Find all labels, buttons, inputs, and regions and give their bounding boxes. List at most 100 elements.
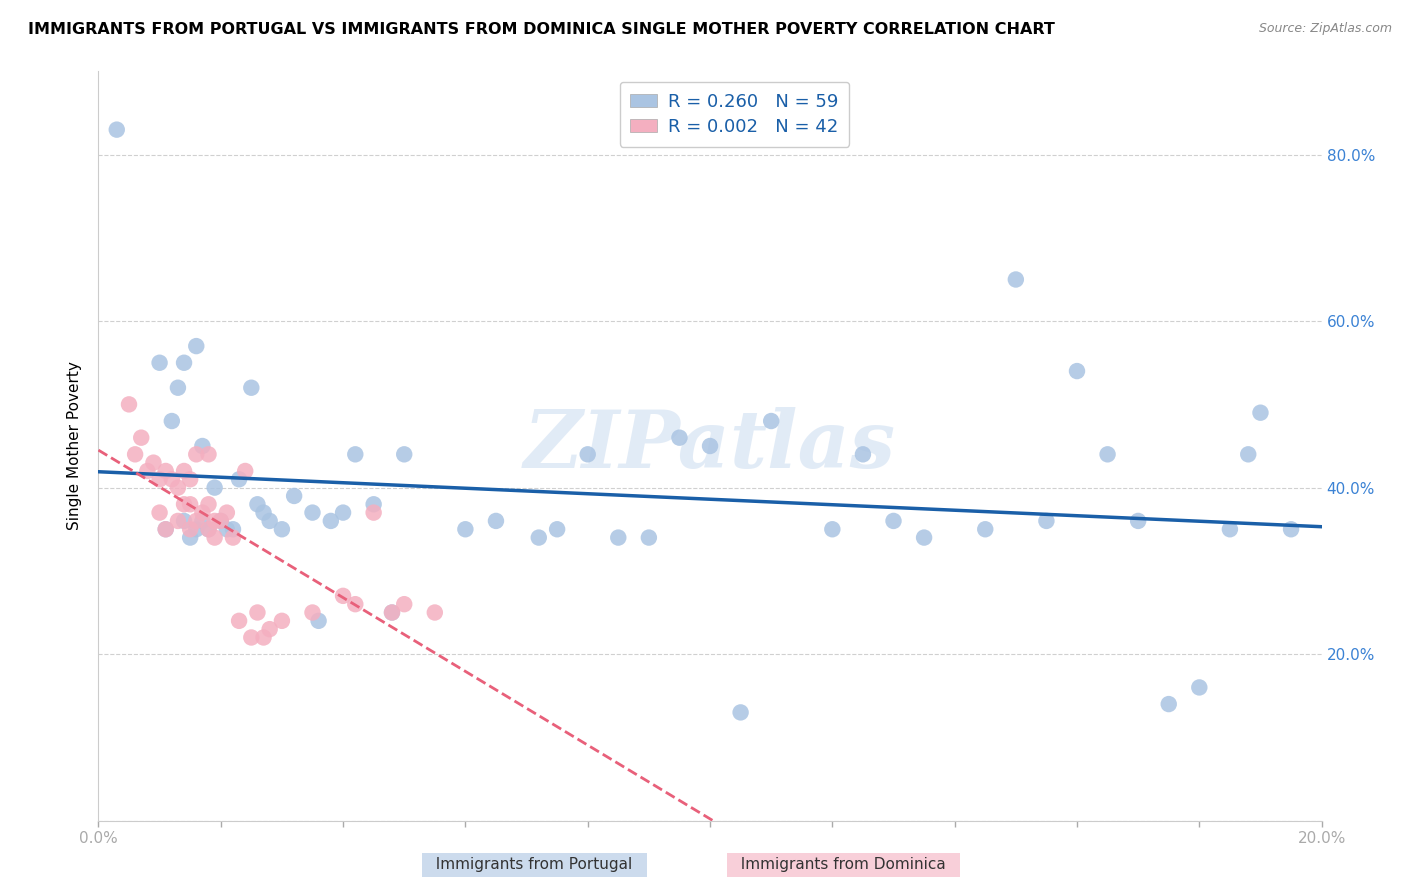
Point [270,614,292,628]
Point [912,531,935,545]
Point [246,497,269,511]
Point [301,606,323,620]
Point [167,381,190,395]
Point [1066,364,1088,378]
Point [228,472,250,486]
Point [204,514,226,528]
Point [1237,447,1260,461]
Point [160,472,183,486]
Point [730,706,752,720]
Point [222,522,245,536]
Point [392,597,416,611]
Point [173,356,195,370]
Point [186,514,208,528]
Point [485,514,508,528]
Point [197,522,219,536]
Point [233,464,256,478]
Point [149,356,172,370]
Point [1128,514,1150,528]
Point [191,514,214,528]
Point [252,631,274,645]
Point [883,514,905,528]
Point [1157,697,1180,711]
Point [228,614,250,628]
Point [363,506,385,520]
Point [852,447,875,461]
Point [197,497,219,511]
Y-axis label: Single Mother Poverty: Single Mother Poverty [67,361,83,531]
Point [204,481,226,495]
Point [155,464,177,478]
Point [240,381,263,395]
Point [215,522,238,536]
Point [308,614,330,628]
Point [186,447,208,461]
Point [332,506,354,520]
Text: Source: ZipAtlas.com: Source: ZipAtlas.com [1258,22,1392,36]
Point [454,522,477,536]
Point [142,456,165,470]
Point [204,531,226,545]
Point [1219,522,1241,536]
Point [332,589,354,603]
Point [173,514,195,528]
Point [246,606,269,620]
Point [576,447,599,461]
Point [344,597,367,611]
Point [381,606,404,620]
Point [381,606,404,620]
Point [668,431,690,445]
Point [759,414,782,428]
Point [173,497,195,511]
Point [423,606,446,620]
Point [1279,522,1302,536]
Point [344,447,367,461]
Point [699,439,721,453]
Point [179,472,201,486]
Point [209,514,232,528]
Point [215,506,238,520]
Point [149,506,172,520]
Point [179,531,201,545]
Point [124,447,146,461]
Point [179,522,201,536]
Point [155,522,177,536]
Point [105,122,128,136]
Point [1188,681,1211,695]
Point [160,414,183,428]
Text: Immigrants from Portugal: Immigrants from Portugal [426,857,643,872]
Point [821,522,844,536]
Point [179,497,201,511]
Point [363,497,385,511]
Point [118,397,141,411]
Point [186,522,208,536]
Point [209,514,232,528]
Point [155,522,177,536]
Point [1097,447,1119,461]
Point [392,447,416,461]
Legend: R = 0.260   N = 59, R = 0.002   N = 42: R = 0.260 N = 59, R = 0.002 N = 42 [620,82,849,147]
Point [319,514,342,528]
Point [167,481,190,495]
Point [637,531,661,545]
Point [259,514,281,528]
Text: ZIPatlas: ZIPatlas [524,408,896,484]
Point [197,522,219,536]
Point [259,622,281,636]
Point [270,522,292,536]
Point [186,339,208,353]
Text: Immigrants from Dominica: Immigrants from Dominica [731,857,956,872]
Point [191,439,214,453]
Text: IMMIGRANTS FROM PORTUGAL VS IMMIGRANTS FROM DOMINICA SINGLE MOTHER POVERTY CORRE: IMMIGRANTS FROM PORTUGAL VS IMMIGRANTS F… [28,22,1054,37]
Point [607,531,630,545]
Point [129,431,152,445]
Point [1004,272,1026,286]
Point [1249,406,1271,420]
Point [301,506,323,520]
Point [240,631,263,645]
Point [1035,514,1057,528]
Point [546,522,568,536]
Point [527,531,550,545]
Point [173,464,195,478]
Point [167,514,190,528]
